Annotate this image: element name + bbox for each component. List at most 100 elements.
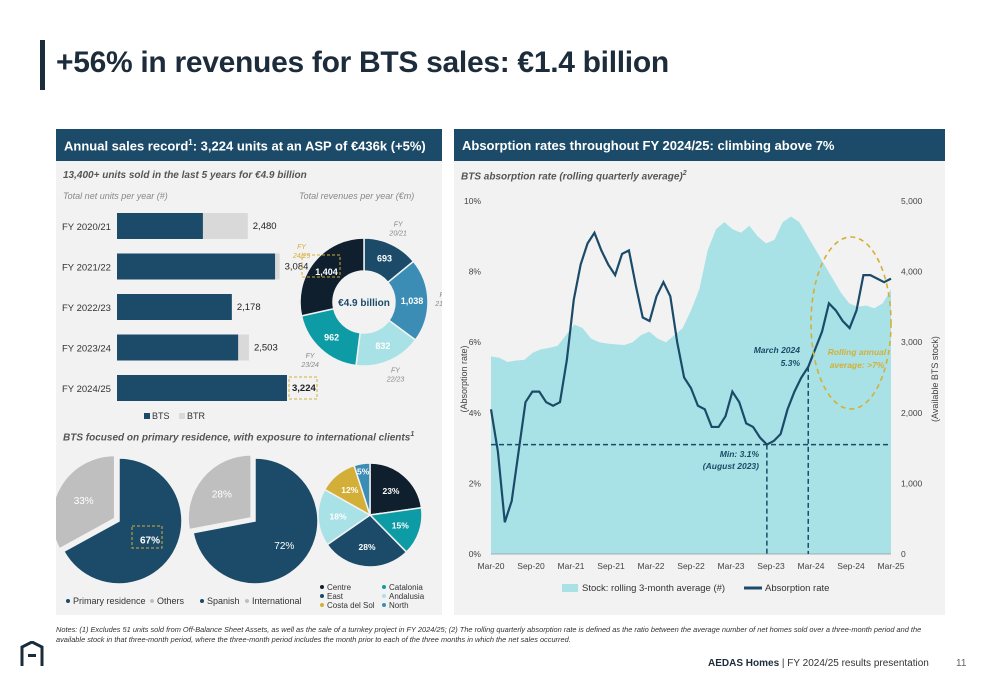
btr-bar [275, 253, 280, 280]
legend-bts-label: BTS [152, 411, 170, 421]
region-slice-0 [369, 462, 423, 516]
legend-region-label: Centre [327, 583, 352, 592]
bar-total-label: 3,224 [292, 383, 316, 394]
residence-slice-value: 33% [74, 496, 94, 507]
bar-total-label: 2,503 [254, 343, 278, 354]
y-right-tick-label: 4,000 [901, 267, 923, 277]
y-right-tick-label: 2,000 [901, 408, 923, 418]
revenue-year-label: FY [439, 292, 442, 299]
y-right-tick-label: 1,000 [901, 478, 923, 488]
units-sold-subtitle: 13,400+ units sold in the last 5 years f… [63, 170, 307, 181]
bts-bar [117, 213, 203, 239]
revenue-center-label: €4.9 billion [338, 298, 390, 309]
absorption-header: Absorption rates throughout FY 2024/25: … [454, 129, 945, 161]
nationality-slice-1 [187, 454, 252, 531]
min-annotation: (August 2023) [703, 461, 759, 471]
y-left-tick-label: 8% [469, 267, 482, 277]
region-slice-value: 5% [357, 467, 370, 477]
march-annotation: March 2024 [754, 345, 801, 355]
region-slice-value: 23% [382, 486, 399, 496]
region-slice-5 [353, 462, 371, 516]
x-tick-label: Sep-20 [517, 561, 545, 571]
residence-slice-1 [56, 454, 116, 550]
revenue-caption: Total revenues per year (€m) [299, 191, 415, 201]
nationality-slice-value: 72% [274, 541, 294, 552]
y-left-axis-label: (Absorption rate) [459, 345, 469, 412]
legend-region-dot [320, 585, 324, 589]
min-annotation: Min: 3.1% [720, 449, 760, 459]
stock-area [491, 216, 891, 555]
y-right-tick-label: 0 [901, 549, 906, 559]
y-left-tick-label: 10% [464, 196, 481, 206]
march-annotation: 5.3% [781, 358, 801, 368]
legend-international-dot [245, 599, 249, 603]
revenue-slice-value: 962 [324, 332, 339, 342]
revenue-year-label: 21/22 [434, 301, 442, 308]
highlight-box [131, 525, 163, 549]
bar-category-label: FY 2022/23 [62, 303, 111, 314]
revenue-slice-value: 693 [377, 254, 392, 264]
revenue-slice-value: 1,038 [401, 296, 424, 306]
revenue-year-label: FY [394, 222, 404, 229]
bar-category-label: FY 2023/24 [62, 344, 111, 355]
x-tick-label: Sep-24 [837, 561, 865, 571]
legend-region-dot [320, 594, 324, 598]
y-right-tick-label: 5,000 [901, 196, 923, 206]
units-bar-chart: FY 2020/21 2,480 FY 2021/22 3,084 FY 2022/23… [62, 213, 318, 421]
legend-spanish-label: Spanish [207, 596, 240, 606]
bar-category-label: FY 2020/21 [62, 222, 111, 233]
legend-stock-swatch [562, 584, 578, 592]
y-left-tick-label: 0% [469, 549, 482, 559]
absorption-panel: Absorption rates throughout FY 2024/25: … [454, 129, 945, 615]
y-left-tick-label: 2% [469, 478, 482, 488]
legend-region-label: East [327, 592, 344, 601]
revenue-year-label: 22/23 [386, 377, 405, 384]
region-slice-2 [326, 514, 408, 568]
legend-region-dot [320, 603, 324, 607]
legend-stock-label: Stock: rolling 3-month average (#) [582, 583, 725, 594]
bar-total-label: 3,084 [285, 262, 309, 273]
revenue-year-label: FY [306, 353, 316, 360]
y-left-tick-label: 4% [469, 408, 482, 418]
revenue-slice-value: 1,404 [315, 267, 338, 277]
bar-category-label: FY 2021/22 [62, 263, 111, 274]
legend-spanish-dot [200, 599, 204, 603]
legend-region-label: Catalonia [389, 583, 423, 592]
rolling-annotation: average: >7% [830, 360, 885, 370]
legend-international-label: International [252, 596, 302, 606]
legend-region-label: Costa del Sol [327, 601, 375, 610]
bts-bar [117, 253, 276, 280]
region-pie-chart: 23% 15% 28% 18% 12% 5% Centre Catalonia East Anda… [317, 462, 425, 610]
region-slice-value: 28% [359, 542, 376, 552]
nationality-pie-chart: 72% 28% Spanish International [187, 454, 319, 606]
nationality-slice-0 [192, 457, 319, 585]
legend-btr-swatch [179, 413, 185, 419]
residence-slice-value: 67% [140, 535, 160, 546]
x-tick-label: Sep-23 [757, 561, 785, 571]
region-slice-value: 12% [341, 485, 358, 495]
legend-region-dot [382, 585, 386, 589]
legend-others-label: Others [157, 596, 185, 606]
bts-bar [117, 375, 287, 401]
x-tick-label: Sep-21 [597, 561, 625, 571]
absorption-line-chart: 0% 2% 4% 6% 8% 10% 0 1,000 2,000 3,000 4,000 5,000 (… [459, 196, 940, 594]
legend-region-dot [382, 594, 386, 598]
absorption-line [489, 230, 892, 523]
x-tick-label: Mar-21 [558, 561, 585, 571]
x-tick-label: Mar-22 [638, 561, 665, 571]
legend-primary-dot [66, 599, 70, 603]
x-tick-label: Mar-24 [798, 561, 825, 571]
revenue-year-label: FY [297, 244, 307, 251]
bts-bar [117, 294, 232, 320]
legend-absorption-label: Absorption rate [765, 583, 829, 594]
region-slice-value: 18% [330, 511, 347, 521]
page-title: +56% in revenues for BTS sales: €1.4 bil… [56, 46, 669, 79]
rolling-average-ellipse [810, 236, 892, 410]
y-left-tick-label: 6% [469, 337, 482, 347]
region-slice-3 [317, 488, 372, 546]
btr-bar [202, 213, 248, 239]
bar-category-label: FY 2024/25 [62, 384, 111, 395]
units-caption: Total net units per year (#) [63, 191, 168, 201]
revenue-year-label: 24/25 [292, 253, 311, 260]
x-tick-label: Mar-25 [878, 561, 905, 571]
